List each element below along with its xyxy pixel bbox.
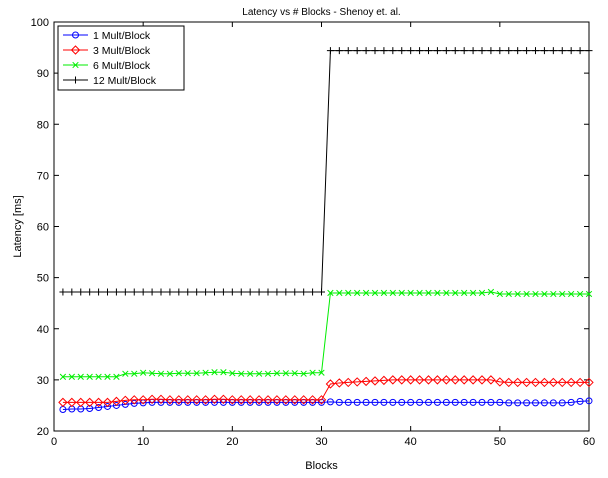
y-tick-label: 90 <box>37 68 49 80</box>
y-axis-title: Latency [ms] <box>12 195 24 257</box>
legend-label: 3 Mult/Block <box>93 45 151 57</box>
chart-title: Latency vs # Blocks - Shenoy et. al. <box>242 7 400 18</box>
x-tick-label: 30 <box>315 436 327 448</box>
x-tick-label: 10 <box>137 436 149 448</box>
y-tick-label: 100 <box>31 17 49 29</box>
x-tick-label: 50 <box>494 436 506 448</box>
y-tick-label: 30 <box>37 375 49 387</box>
x-axis-title: Blocks <box>305 460 338 472</box>
y-tick-label: 40 <box>37 324 49 336</box>
x-tick-label: 40 <box>405 436 417 448</box>
x-tick-label: 20 <box>226 436 238 448</box>
y-tick-label: 70 <box>37 170 49 182</box>
y-tick-label: 60 <box>37 222 49 234</box>
x-tick-label: 0 <box>51 436 57 448</box>
legend: 1 Mult/Block 3 Mult/Block 6 Mult/Block 12 M… <box>58 26 184 90</box>
y-tick-label: 80 <box>37 119 49 131</box>
x-tick-label: 60 <box>583 436 595 448</box>
y-tick-label: 20 <box>37 426 49 438</box>
legend-label: 6 Mult/Block <box>93 60 151 72</box>
legend-label: 1 Mult/Block <box>93 30 151 42</box>
y-tick-label: 50 <box>37 273 49 285</box>
legend-label: 12 Mult/Block <box>93 75 157 87</box>
